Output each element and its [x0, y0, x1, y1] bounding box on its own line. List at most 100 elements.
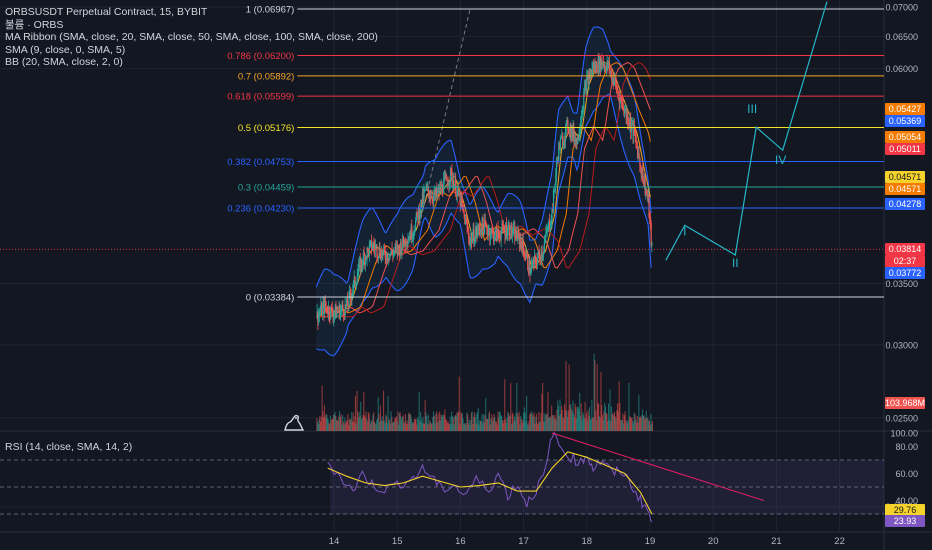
volume-bar — [455, 415, 457, 431]
volume-bar — [561, 405, 563, 431]
volume-bar — [636, 422, 638, 431]
fib-label-0: 0 (0.03384) — [246, 293, 295, 304]
candle-body — [456, 190, 458, 197]
candle-body — [566, 120, 568, 123]
volume-bar — [338, 416, 340, 431]
candle-body — [603, 64, 605, 66]
volume-bar — [375, 424, 377, 431]
volume-bar — [376, 418, 378, 431]
volume-bar — [470, 412, 472, 431]
volume-bar — [464, 425, 466, 431]
volume-bar — [575, 407, 577, 431]
volume-bar — [404, 414, 406, 431]
volume-bar — [623, 415, 625, 431]
volume-bar — [523, 407, 525, 431]
volume-bar — [438, 421, 440, 431]
volume-bar — [524, 412, 526, 431]
candle-body — [621, 98, 623, 103]
volume-bar — [567, 417, 569, 431]
candle-body — [442, 192, 444, 194]
candle-body — [536, 262, 538, 265]
volume-bar — [475, 414, 477, 431]
candle-body — [403, 243, 405, 247]
volume-bar — [554, 418, 556, 431]
volume-bar — [453, 424, 455, 431]
volume-bar — [595, 419, 597, 431]
volume-bar — [367, 412, 369, 431]
volume-bar — [502, 423, 504, 431]
volume-bar — [391, 417, 393, 431]
candle-body — [605, 65, 608, 71]
volume-bar — [429, 420, 431, 431]
candle-body — [414, 230, 416, 233]
candle-body — [574, 138, 577, 145]
volume-bar — [364, 417, 366, 431]
candle-body — [648, 194, 650, 215]
candle-body — [551, 210, 553, 222]
candle-body — [404, 238, 406, 247]
time-tick: 18 — [582, 536, 593, 547]
volume-bar — [621, 420, 623, 431]
volume-legend[interactable]: 불륨 · ORBS — [5, 18, 64, 31]
candle-body — [511, 224, 513, 236]
volume-bar — [609, 389, 611, 431]
candle-body — [333, 315, 335, 319]
candle-body — [546, 231, 548, 232]
symbol-title[interactable]: ORBSUSDT Perpetual Contract, 15, BYBIT — [5, 6, 208, 18]
volume-bar — [317, 421, 319, 431]
candle-body — [572, 127, 574, 137]
bb-legend[interactable]: BB (20, SMA, close, 2, 0) — [5, 56, 123, 69]
fibonacci-retracement[interactable]: 1 (0.06967) 0.786 (0.06200) 0.7 (0.05892) 0… — [0, 5, 884, 304]
candle-body — [520, 238, 522, 244]
sma-legend[interactable]: SMA (9, close, 0, SMA, 5) — [5, 43, 126, 56]
volume-bar — [361, 418, 363, 431]
volume-bar — [382, 421, 384, 431]
candle-body — [481, 217, 483, 234]
volume-bar — [539, 421, 541, 431]
candle-body — [532, 260, 534, 264]
candle-body — [559, 143, 561, 150]
candle-body — [555, 174, 557, 187]
volume-bar — [523, 412, 525, 431]
volume-bar — [589, 407, 591, 431]
volume-bar — [340, 413, 342, 431]
rsi-legend[interactable]: RSI (14, close, SMA, 14, 2) — [5, 441, 133, 453]
candle-body — [409, 235, 411, 240]
candle-body — [334, 305, 336, 314]
volume-bar — [417, 417, 419, 431]
candle-body — [358, 263, 360, 272]
volume-bar — [482, 423, 484, 431]
volume-bar — [645, 411, 647, 431]
price-badge: 0.05054 — [885, 131, 925, 143]
candle-body — [552, 210, 554, 212]
volume-bar — [578, 409, 580, 431]
candle-body — [471, 236, 473, 243]
candle-body — [468, 237, 470, 244]
time-tick: 22 — [834, 536, 845, 547]
volume-bar — [495, 421, 497, 431]
candle-body — [606, 61, 608, 66]
volume-bar — [331, 418, 333, 431]
candle-body — [580, 121, 582, 131]
volume-bar — [441, 415, 443, 431]
volume-bar — [537, 424, 539, 431]
volume-bar — [352, 412, 354, 431]
candle-body — [590, 69, 592, 74]
candle-body — [554, 186, 556, 190]
candle-body — [487, 231, 489, 235]
ma-ribbon-legend[interactable]: MA Ribbon (SMA, close, 20, SMA, close, 5… — [5, 31, 378, 44]
candle-body — [431, 196, 433, 199]
candle-body — [549, 225, 552, 229]
volume-bar — [557, 400, 559, 431]
fib-label-0.3: 0.3 (0.04459) — [238, 182, 295, 193]
volume-bar — [576, 418, 578, 431]
candle-body — [418, 207, 420, 220]
candle-body — [447, 183, 449, 186]
time-tick: 15 — [392, 536, 403, 547]
volume-bar — [508, 413, 510, 431]
volume-bar — [604, 406, 606, 431]
volume-bar — [596, 364, 598, 431]
candle-body — [392, 252, 394, 256]
